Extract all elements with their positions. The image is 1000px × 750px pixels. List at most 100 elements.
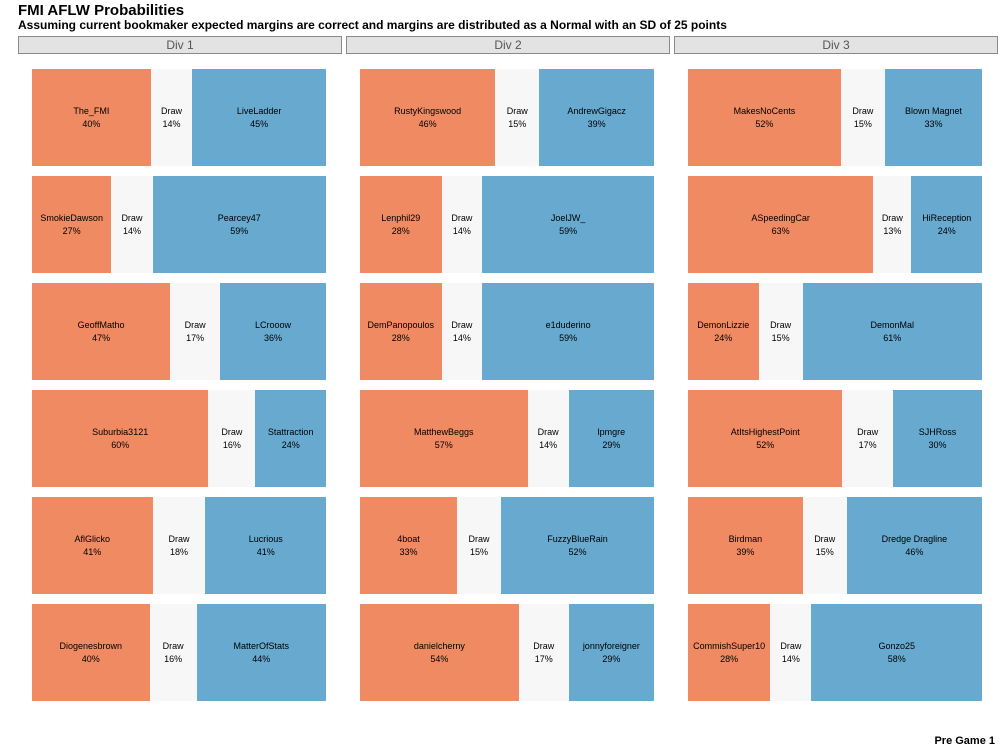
home-bar: MatthewBeggs 57%: [360, 390, 528, 487]
team-label: Lucrious: [248, 533, 283, 544]
percent-label: 14%: [781, 653, 800, 664]
draw-label: Draw: [533, 640, 555, 651]
team-label: Suburbia3121: [92, 426, 149, 437]
draw-label: Draw: [184, 319, 206, 330]
percent-label: 44%: [252, 653, 271, 664]
draw-bar: Draw 14%: [150, 69, 193, 166]
home-bar: danielcherny 54%: [360, 604, 519, 701]
percent-label: 15%: [815, 546, 834, 557]
team-label: HiReception: [922, 212, 972, 223]
team-label: Blown Magnet: [904, 105, 962, 116]
home-bar: RustyKingswood 46%: [360, 69, 496, 166]
draw-label: Draw: [168, 533, 190, 544]
team-label: jonnyforeigner: [582, 640, 640, 651]
percent-label: 46%: [905, 546, 924, 557]
game-row: AtItsHighestPoint 52% Draw 17% SJHRoss 30%: [688, 390, 982, 487]
percent-label: 29%: [602, 653, 621, 664]
home-bar: AtItsHighestPoint 52%: [688, 390, 843, 487]
draw-label: Draw: [121, 212, 143, 223]
team-label: AflGlicko: [74, 533, 111, 544]
game-row: GeoffMatho 47% Draw 17% LCrooow 36%: [32, 283, 326, 380]
percent-label: 52%: [755, 118, 774, 129]
team-label: DemonLizzie: [697, 319, 750, 330]
team-label: MakesNoCents: [733, 105, 796, 116]
panel-header-div-1: Div 1: [18, 36, 342, 54]
panel-div-2: RustyKingswood 46% Draw 15% AndrewGigacz 39% L…: [346, 60, 668, 710]
percent-label: 41%: [256, 546, 275, 557]
game-row: MatthewBeggs 57% Draw 14% lpmgre 29%: [360, 390, 654, 487]
game-row: MakesNoCents 52% Draw 15% Blown Magnet 33%: [688, 69, 982, 166]
draw-bar: Draw 14%: [770, 604, 812, 701]
team-label: LCrooow: [255, 319, 292, 330]
team-label: MatthewBeggs: [414, 426, 474, 437]
percent-label: 63%: [771, 225, 790, 236]
game-row: Diogenesbrown 40% Draw 16% MatterOfStats 44%: [32, 604, 326, 701]
panel-div-1: The_FMI 40% Draw 14% LiveLadder 45% SmokieDaws…: [18, 60, 340, 710]
percent-label: 45%: [250, 118, 269, 129]
away-bar: Blown Magnet 33%: [884, 69, 982, 166]
percent-label: 13%: [883, 225, 902, 236]
draw-bar: Draw 18%: [152, 497, 206, 594]
away-bar: JoelJW_ 59%: [482, 176, 654, 273]
percent-label: 28%: [720, 653, 739, 664]
percent-label: 46%: [418, 118, 437, 129]
percent-label: 14%: [122, 225, 141, 236]
chart-subtitle: Assuming current bookmaker expected marg…: [18, 18, 727, 32]
team-label: danielcherny: [413, 640, 465, 651]
team-label: Birdman: [728, 533, 763, 544]
team-label: DemPanopoulos: [367, 319, 435, 330]
home-bar: AflGlicko 41%: [32, 497, 153, 594]
home-bar: 4boat 33%: [360, 497, 458, 594]
game-row: Suburbia3121 60% Draw 16% Stattraction 24%: [32, 390, 326, 487]
footer-label: Pre Game 1: [934, 735, 995, 747]
percent-label: 40%: [81, 653, 100, 664]
away-bar: LCrooow 36%: [220, 283, 326, 380]
team-label: 4boat: [397, 533, 420, 544]
away-bar: LiveLadder 45%: [192, 69, 326, 166]
home-bar: The_FMI 40%: [32, 69, 151, 166]
draw-label: Draw: [221, 426, 243, 437]
draw-bar: Draw 13%: [873, 176, 912, 273]
game-row: Birdman 39% Draw 15% Dredge Dragline 46%: [688, 497, 982, 594]
draw-label: Draw: [780, 640, 802, 651]
percent-label: 40%: [82, 118, 101, 129]
team-label: Gonzo25: [878, 640, 915, 651]
percent-label: 36%: [264, 332, 283, 343]
percent-label: 41%: [83, 546, 102, 557]
home-bar: GeoffMatho 47%: [32, 283, 171, 380]
percent-label: 59%: [559, 332, 578, 343]
percent-label: 59%: [230, 225, 249, 236]
percent-label: 14%: [452, 332, 471, 343]
game-row: RustyKingswood 46% Draw 15% AndrewGigacz 39%: [360, 69, 654, 166]
percent-label: 24%: [714, 332, 733, 343]
percent-label: 30%: [928, 439, 947, 450]
draw-bar: Draw 15%: [495, 69, 540, 166]
draw-label: Draw: [857, 426, 879, 437]
percent-label: 27%: [62, 225, 81, 236]
percent-label: 15%: [470, 546, 489, 557]
percent-label: 60%: [111, 439, 130, 450]
away-bar: FuzzyBlueRain 52%: [501, 497, 654, 594]
away-bar: Pearcey47 59%: [152, 176, 326, 273]
game-row: 4boat 33% Draw 15% FuzzyBlueRain 52%: [360, 497, 654, 594]
percent-label: 52%: [756, 439, 775, 450]
game-row: Lenphil29 28% Draw 14% JoelJW_ 59%: [360, 176, 654, 273]
away-bar: e1duderino 59%: [482, 283, 654, 380]
chart-title: FMI AFLW Probabilities: [18, 2, 185, 19]
draw-label: Draw: [451, 212, 473, 223]
home-bar: Birdman 39%: [688, 497, 803, 594]
home-bar: ASpeedingCar 63%: [688, 176, 874, 273]
percent-label: 28%: [391, 225, 410, 236]
percent-label: 52%: [568, 546, 587, 557]
percent-label: 18%: [169, 546, 188, 557]
home-bar: SmokieDawson 27%: [32, 176, 112, 273]
team-label: SJHRoss: [918, 426, 957, 437]
draw-label: Draw: [881, 212, 903, 223]
home-bar: MakesNoCents 52%: [688, 69, 841, 166]
home-bar: DemonLizzie 24%: [688, 283, 759, 380]
team-label: CommishSuper10: [693, 640, 766, 651]
percent-label: 61%: [883, 332, 902, 343]
draw-bar: Draw 15%: [840, 69, 885, 166]
home-bar: DemPanopoulos 28%: [360, 283, 442, 380]
percent-label: 57%: [434, 439, 453, 450]
